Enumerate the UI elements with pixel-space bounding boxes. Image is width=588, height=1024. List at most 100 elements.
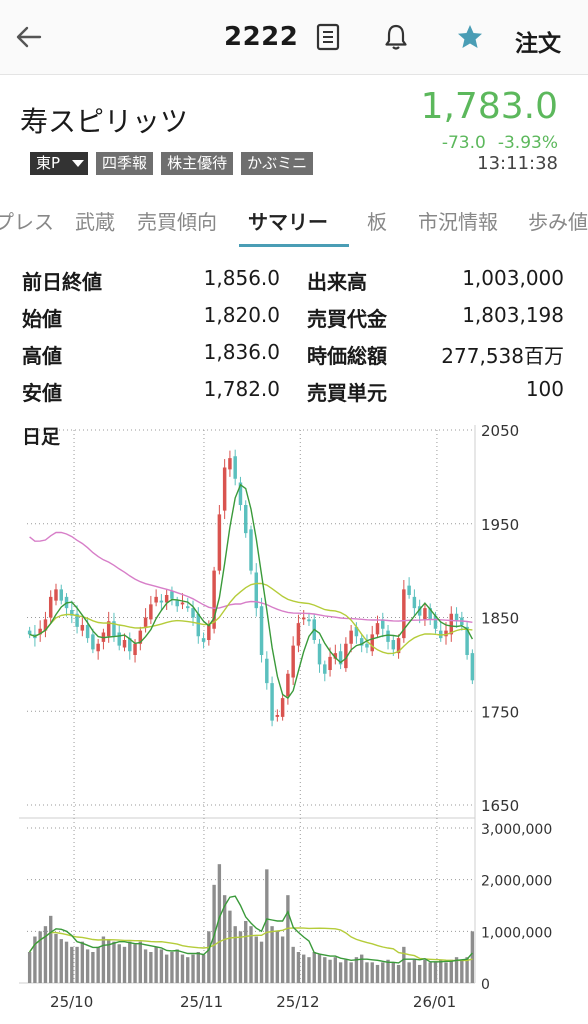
change-amount: -73.0 (441, 133, 486, 153)
candle-body (43, 619, 48, 631)
bell-icon[interactable] (381, 22, 411, 52)
candle-body (402, 589, 406, 639)
x-tick-label: 25/11 (180, 993, 223, 1011)
volume-bar (191, 954, 195, 983)
volume-bar (391, 962, 395, 983)
tab-board[interactable]: 板 (367, 210, 387, 234)
candle-body (323, 664, 327, 674)
volume-bar (133, 944, 137, 983)
order-button[interactable]: 注文 (515, 31, 561, 57)
moving-average-5 (29, 483, 474, 700)
candle-body (27, 630, 32, 635)
stock-code: 2222 (224, 22, 299, 52)
kabumini-badge[interactable]: かぶミニ (241, 152, 314, 175)
candle-body (454, 613, 459, 622)
volume-bar (286, 895, 290, 983)
candle-body (328, 656, 332, 670)
volume-bar (359, 954, 364, 983)
volume-bar (423, 959, 427, 983)
daily-chart[interactable]: 日足 2050 1950 1850 1750 1650 3,000,000 2,000,00… (0, 410, 588, 1024)
back-arrow-icon[interactable] (14, 22, 44, 52)
summary-row: 前日終値 1,856.0 出来高 1,003,000 (0, 266, 588, 296)
volume-bar (128, 941, 132, 983)
candle-body (396, 638, 401, 654)
candle-body (159, 600, 164, 603)
volume-bar (85, 949, 90, 983)
volume-moving-average-25 (29, 927, 473, 962)
volume-bar (186, 957, 190, 983)
volume-bar (333, 957, 338, 983)
candle-body (365, 643, 369, 648)
volume-bar (417, 964, 422, 983)
candle-body (217, 514, 222, 571)
volume-bar (407, 962, 411, 983)
summary-row: 始値 1,820.0 売買代金 1,803,198 (0, 303, 588, 333)
volume-bar (465, 957, 469, 983)
candle-body (149, 604, 153, 620)
volume-bar (54, 933, 58, 983)
tab-musashi[interactable]: 武蔵 (75, 210, 115, 234)
volume-bar (228, 910, 232, 983)
volume-bar (460, 959, 464, 983)
tab-trend[interactable]: 売買傾向 (137, 210, 217, 234)
volume-bar (454, 957, 459, 983)
dropdown-caret-icon (72, 160, 85, 167)
volume-tick-label: 1,000,000 (481, 925, 552, 941)
summary-value: 1,803,198 (462, 303, 564, 327)
summary-value: 1,856.0 (203, 266, 280, 290)
candle-body (154, 596, 158, 603)
volume-bar (370, 962, 374, 983)
candle-body (423, 608, 427, 620)
x-tick-label: 25/12 (276, 993, 319, 1011)
yutai-badge[interactable]: 株主優待 (161, 152, 234, 175)
candle-body (375, 623, 380, 635)
document-icon[interactable] (313, 22, 343, 52)
volume-bar (164, 954, 169, 983)
volume-bar (470, 931, 475, 983)
volume-bar (375, 964, 380, 983)
candle-body (228, 458, 232, 470)
summary-label: 高値 (22, 344, 62, 368)
summary-label: 始値 (22, 307, 62, 331)
price-tick-label: 1750 (481, 703, 519, 721)
market-select[interactable]: 東P (30, 152, 89, 175)
volume-bar (323, 957, 327, 983)
candle-body (80, 625, 85, 631)
volume-bar (70, 946, 74, 983)
volume-bar (280, 936, 285, 983)
price-tick-label: 2050 (481, 422, 519, 440)
candle-body (180, 602, 185, 605)
tab-ticks[interactable]: 歩み値 (528, 210, 588, 234)
candle-body (196, 613, 201, 637)
candle-body (254, 572, 259, 609)
candle-body (207, 625, 211, 640)
volume-tick-label: 3,000,000 (481, 822, 552, 838)
shikiho-badge[interactable]: 四季報 (96, 152, 154, 175)
candle-body (270, 683, 274, 721)
volume-bar (402, 946, 406, 983)
summary-label: 売買代金 (307, 307, 387, 331)
tab-press[interactable]: プレス (0, 210, 54, 234)
volume-bar (412, 959, 417, 983)
volume-tick-label: 0 (481, 977, 490, 993)
volume-bar (238, 931, 243, 983)
volume-bar (233, 926, 237, 983)
tab-market-info[interactable]: 市況情報 (418, 210, 498, 234)
candle-body (265, 658, 269, 684)
tab-summary[interactable]: サマリー (248, 210, 328, 234)
candle-body (349, 630, 353, 644)
candle-body (186, 606, 190, 609)
candle-body (233, 456, 237, 479)
candle-body (170, 591, 174, 599)
summary-label: 売買単元 (307, 381, 387, 405)
volume-bar (444, 962, 448, 983)
candle-body (444, 630, 448, 637)
star-icon[interactable] (455, 22, 485, 52)
summary-value: 100 (525, 377, 564, 401)
stock-name: 寿スピリッツ (20, 105, 189, 138)
volume-bar (354, 957, 359, 983)
candle-body (138, 630, 143, 644)
volume-bar (254, 936, 258, 983)
volume-bar (59, 939, 63, 983)
candle-body (354, 626, 359, 637)
